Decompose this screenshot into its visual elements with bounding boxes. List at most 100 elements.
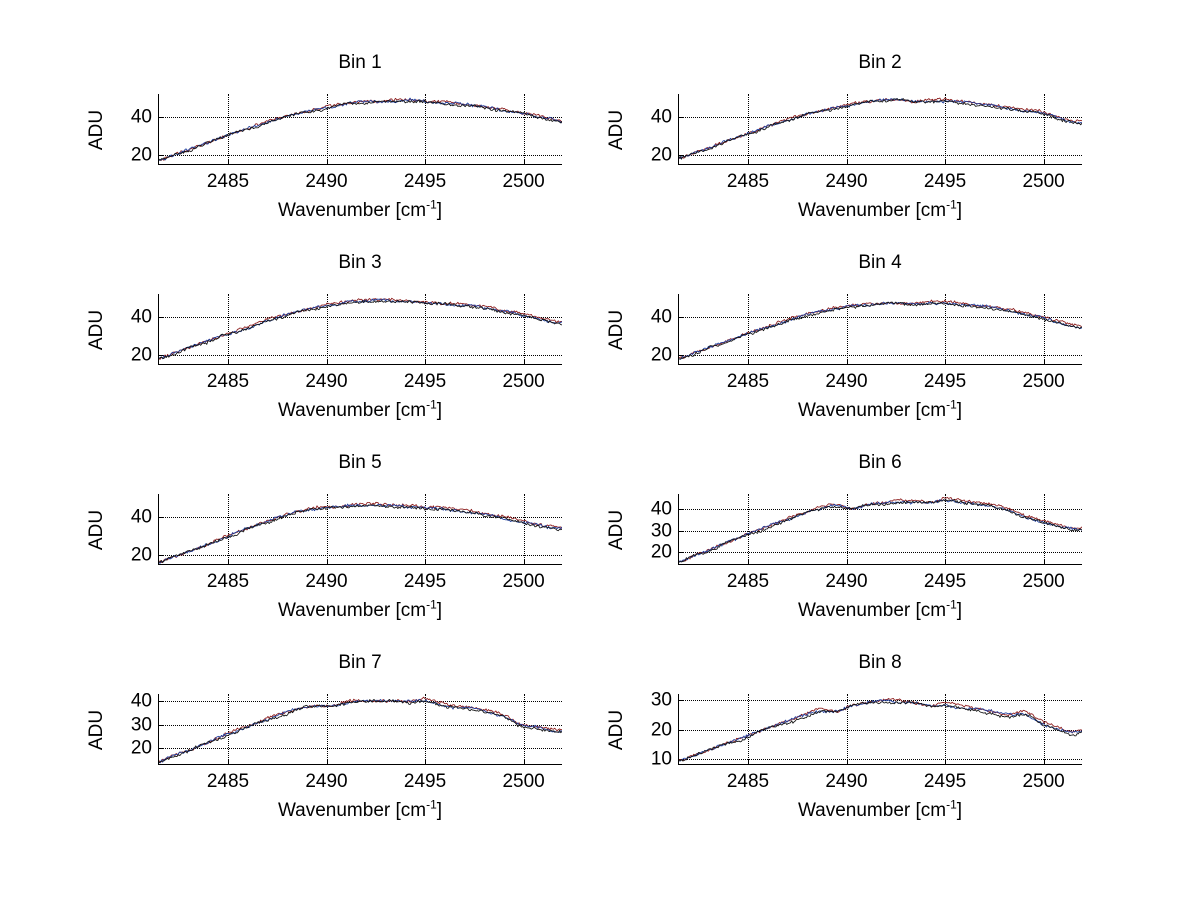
y-axis-title-label: ADU — [606, 109, 627, 150]
y-tick-label: 30 — [650, 520, 672, 542]
x-tick-label: 2495 — [923, 171, 967, 192]
subplot-panel-4: Bin 4 ADU 20 40 2485 2490 2495 2500 Wavenumber [… — [600, 252, 1160, 452]
x-gridline — [846, 694, 848, 764]
x-axis-title-exponent: -1 — [426, 197, 437, 212]
x-tick — [523, 360, 525, 365]
trace-series_2 — [679, 98, 1082, 158]
y-tick-label: 30 — [650, 689, 672, 711]
x-tick-label: 2485 — [726, 771, 770, 792]
trace-series_1 — [679, 698, 1082, 760]
trace-series_3 — [679, 302, 1082, 359]
x-tick — [846, 360, 848, 365]
trace-series_3 — [159, 505, 562, 563]
y-axis-title-1: ADU — [86, 94, 108, 165]
y-tick-label: 40 — [130, 506, 152, 528]
x-gridline — [326, 494, 328, 564]
plot-area-2: 20 40 2485 2490 2495 2500 — [651, 94, 1082, 191]
x-tick — [425, 360, 427, 365]
x-tick — [523, 160, 525, 165]
x-tick — [425, 760, 427, 765]
x-tick-label: 2500 — [502, 371, 545, 392]
subplot-title-3: Bin 3 — [338, 252, 382, 273]
x-axis-title-text: Wavenumber [cm — [277, 600, 427, 621]
y-tick — [158, 701, 163, 703]
x-axis-title-8: Wavenumber [cm-1] — [678, 797, 1082, 822]
y-gridline — [159, 317, 562, 319]
trace-series_1 — [679, 98, 1082, 159]
x-gridline — [425, 694, 427, 764]
y-gridline — [159, 355, 562, 357]
x-tick-label: 2485 — [206, 571, 250, 592]
y-tick-label: 20 — [650, 344, 672, 366]
x-gridline — [227, 494, 229, 564]
y-tick-label: 30 — [130, 714, 152, 736]
x-axis-title-text: Wavenumber [cm — [277, 200, 427, 221]
y-axis-title-3: ADU — [86, 294, 108, 365]
y-axis-title-label: ADU — [86, 709, 107, 750]
x-axis-title-7: Wavenumber [cm-1] — [158, 797, 562, 822]
x-gridline — [326, 294, 328, 364]
y-tick — [678, 729, 683, 731]
y-gridline — [679, 552, 1082, 554]
y-axis-title-label: ADU — [606, 509, 627, 550]
y-gridline — [679, 317, 1082, 319]
x-tick — [425, 160, 427, 165]
x-tick-label: 2495 — [403, 171, 447, 192]
y-axis-title-2: ADU — [606, 94, 628, 165]
x-gridline — [227, 94, 229, 164]
x-gridline — [945, 94, 947, 164]
x-tick — [227, 160, 229, 165]
y-gridline — [159, 748, 562, 750]
x-tick — [1043, 560, 1045, 565]
y-tick-label: 10 — [650, 748, 672, 770]
x-tick — [747, 160, 749, 165]
x-axis-title-exponent: -1 — [426, 397, 437, 412]
x-tick-label: 2490 — [305, 771, 348, 792]
trace-series_2 — [679, 500, 1082, 562]
x-tick — [1043, 760, 1045, 765]
trace-series_1 — [159, 502, 562, 562]
x-axis-title-exponent: -1 — [946, 797, 957, 812]
x-axis-title-bracket: ] — [436, 600, 443, 621]
x-axis-title-exponent: -1 — [426, 797, 437, 812]
subplot-title-7: Bin 7 — [338, 652, 382, 673]
subplot-panel-7: Bin 7 ADU 20 30 40 2485 2490 2495 2500 Wavenumber… — [80, 652, 640, 852]
y-gridline — [679, 729, 1082, 731]
y-tick-label: 40 — [130, 690, 152, 712]
subplot-title-1: Bin 1 — [338, 52, 382, 73]
data-traces-7 — [159, 694, 562, 764]
x-tick — [227, 560, 229, 565]
x-gridline — [523, 494, 525, 564]
y-axis-title-5: ADU — [86, 494, 108, 565]
trace-series_2 — [159, 299, 562, 359]
x-gridline — [326, 94, 328, 164]
x-tick-label: 2490 — [305, 171, 348, 192]
y-tick-label: 40 — [650, 498, 672, 520]
trace-series_2 — [159, 699, 562, 762]
x-axis-title-bracket: ] — [956, 600, 963, 621]
x-axis-title-text: Wavenumber [cm — [797, 800, 947, 821]
x-tick-label: 2500 — [1022, 571, 1065, 592]
subplot-title-4: Bin 4 — [858, 252, 902, 273]
x-tick-label: 2485 — [206, 771, 250, 792]
data-traces-3 — [159, 294, 562, 364]
x-tick-label: 2490 — [825, 171, 868, 192]
x-axis-title-exponent: -1 — [946, 597, 957, 612]
x-gridline — [425, 94, 427, 164]
x-axis-title-bracket: ] — [436, 200, 443, 221]
y-tick-label: 40 — [650, 106, 672, 128]
y-gridline — [679, 509, 1082, 511]
plot-area-7: 20 30 40 2485 2490 2495 2500 — [131, 692, 562, 791]
y-tick — [158, 748, 163, 750]
y-axis-title-8: ADU — [606, 694, 628, 765]
y-tick — [158, 517, 163, 519]
x-gridline — [1043, 494, 1045, 564]
y-tick — [678, 509, 683, 511]
x-tick — [945, 760, 947, 765]
plot-area-1: 20 40 2485 2490 2495 2500 — [131, 94, 562, 191]
y-axis-title-label: ADU — [86, 109, 107, 150]
y-gridline — [159, 117, 562, 119]
x-axis-title-text: Wavenumber [cm — [797, 400, 947, 421]
x-tick — [1043, 160, 1045, 165]
